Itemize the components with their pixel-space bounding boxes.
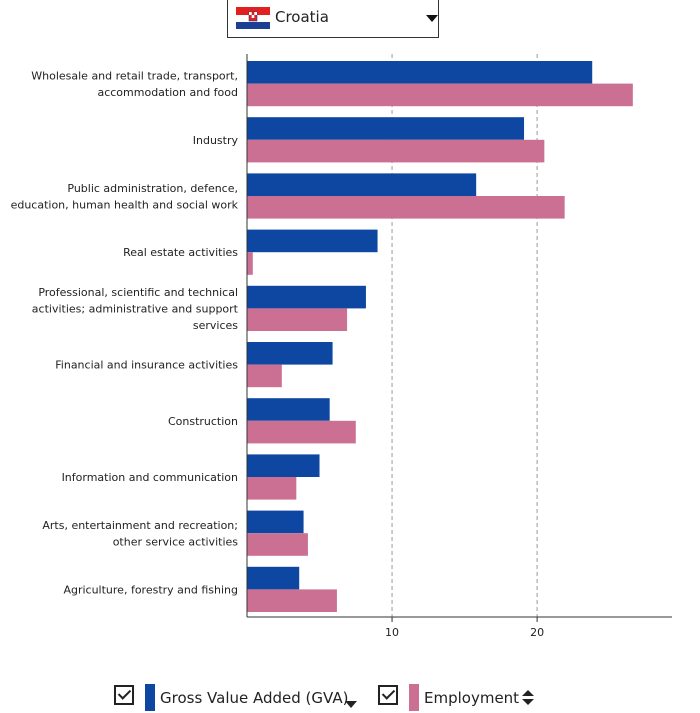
category-label: Financial and insurance activities bbox=[55, 359, 238, 372]
x-tick-label: 20 bbox=[530, 626, 544, 639]
employment-bar bbox=[247, 533, 308, 556]
category-label: Professional, scientific and technical ac… bbox=[32, 286, 239, 332]
employment-bar bbox=[247, 196, 565, 219]
gva-legend-label[interactable]: Gross Value Added (GVA) bbox=[160, 689, 349, 707]
gva-bar bbox=[247, 566, 300, 590]
employment-checkbox[interactable] bbox=[378, 685, 398, 705]
employment-bar bbox=[247, 308, 348, 331]
category-label-line: other service activities bbox=[113, 535, 239, 548]
category-label-line: activities; administrative and support bbox=[32, 302, 239, 315]
category-label-line: Construction bbox=[168, 415, 238, 428]
caret-down-icon[interactable] bbox=[426, 15, 438, 22]
gva-bar bbox=[247, 117, 525, 140]
gva-bar bbox=[247, 454, 320, 477]
category-label: Construction bbox=[168, 415, 238, 428]
employment-bar bbox=[247, 364, 282, 388]
category-label-line: Financial and insurance activities bbox=[55, 359, 238, 372]
employment-legend-swatch bbox=[409, 684, 419, 711]
category-label-line: Wholesale and retail trade, transport, bbox=[31, 69, 238, 82]
category-label-line: services bbox=[193, 319, 238, 332]
employment-bar bbox=[247, 420, 356, 444]
country-select[interactable]: Croatia bbox=[227, 0, 439, 38]
category-label-line: Professional, scientific and technical bbox=[38, 286, 238, 299]
gva-bar bbox=[247, 285, 366, 309]
category-labels: Wholesale and retail trade, transport, ac… bbox=[11, 69, 239, 596]
chart-bars bbox=[247, 61, 633, 612]
bar-chart: Wholesale and retail trade, transport, ac… bbox=[11, 54, 672, 639]
category-label-line: Industry bbox=[193, 134, 239, 147]
gva-bar bbox=[247, 398, 330, 421]
employment-bar bbox=[247, 139, 545, 163]
employment-bar bbox=[247, 252, 253, 275]
category-label-line: Public administration, defence, bbox=[67, 182, 238, 195]
category-label: Information and communication bbox=[62, 471, 238, 484]
sort-toggle-icon[interactable] bbox=[522, 689, 534, 707]
chart-legend: Gross Value Added (GVA) Employment bbox=[0, 680, 700, 713]
employment-bar bbox=[247, 589, 337, 612]
x-tick-label: 10 bbox=[385, 626, 399, 639]
croatia-flag-icon bbox=[236, 7, 270, 29]
category-label-line: Real estate activities bbox=[123, 246, 238, 259]
category-label-line: Arts, entertainment and recreation; bbox=[42, 519, 238, 532]
employment-bar bbox=[247, 477, 297, 500]
employment-bar bbox=[247, 83, 633, 107]
gva-bar bbox=[247, 61, 593, 84]
gva-bar bbox=[247, 510, 304, 534]
category-label-line: accommodation and food bbox=[97, 86, 238, 99]
gva-checkbox[interactable] bbox=[114, 685, 134, 705]
gva-bar bbox=[247, 342, 333, 365]
gva-legend-swatch bbox=[145, 684, 155, 711]
category-label: Public administration, defence, education… bbox=[11, 182, 239, 212]
gva-bar bbox=[247, 173, 477, 196]
category-label: Agriculture, forestry and fishing bbox=[63, 583, 238, 596]
category-label: Wholesale and retail trade, transport, ac… bbox=[31, 69, 238, 99]
chart-axes: 10 20 bbox=[246, 54, 672, 639]
category-label: Real estate activities bbox=[123, 246, 238, 259]
gva-bar bbox=[247, 229, 378, 253]
category-label-line: Agriculture, forestry and fishing bbox=[63, 583, 238, 596]
category-label: Industry bbox=[193, 134, 239, 147]
employment-legend-label[interactable]: Employment bbox=[424, 689, 520, 707]
category-label-line: Information and communication bbox=[62, 471, 238, 484]
category-label: Arts, entertainment and recreation; other… bbox=[42, 519, 238, 549]
sort-desc-icon[interactable] bbox=[345, 694, 357, 712]
category-label-line: education, human health and social work bbox=[11, 198, 239, 211]
country-label: Croatia bbox=[275, 8, 329, 26]
